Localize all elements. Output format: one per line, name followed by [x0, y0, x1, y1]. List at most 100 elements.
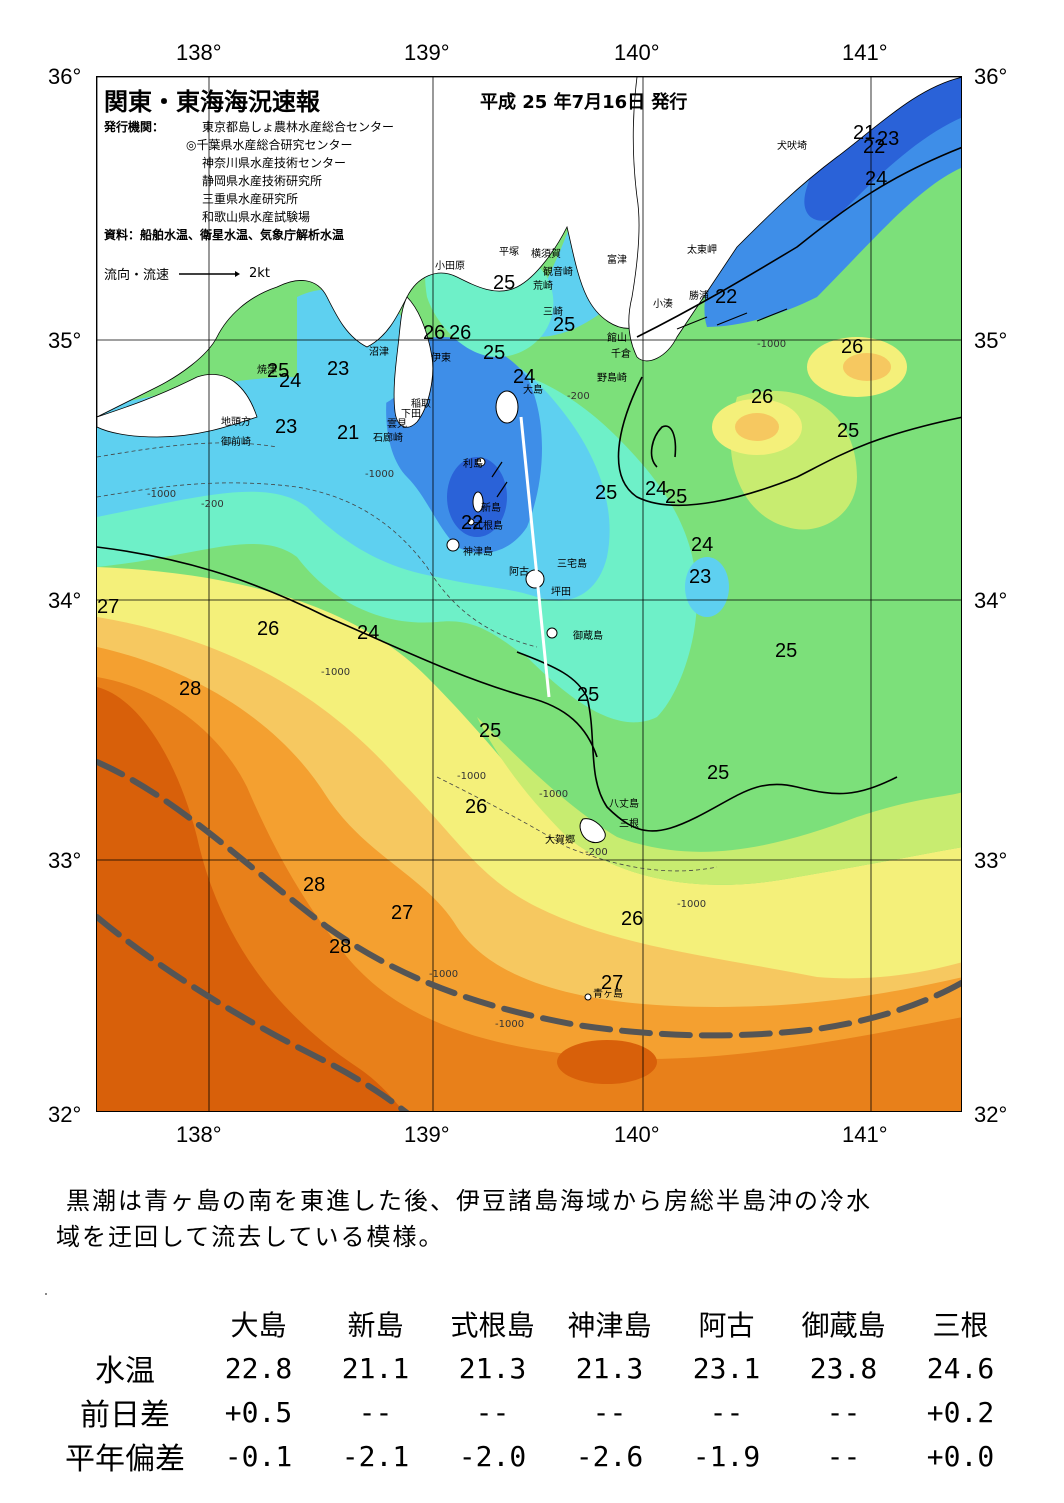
publisher-item: 和歌山県水産試験場 [202, 210, 311, 224]
station-niijima: 新島 [347, 1309, 404, 1342]
isotherm-label: 24 [357, 622, 379, 644]
table-cell: -1.9 [692, 1439, 761, 1473]
lon-label-140-top: 140° [614, 40, 660, 65]
table-cell: -- [475, 1395, 510, 1429]
island-aogashima [584, 993, 592, 1001]
cool-eddy-23-east [685, 557, 729, 617]
comment-line-2: 域を迂回して流去している模様。 [56, 1223, 445, 1251]
isotherm-label: 23 [275, 416, 297, 438]
isotherm-label: 27 [601, 972, 623, 994]
table-row: 平年偏差 -0.1 -2.1 -2.0 -2.6 -1.9 -- +0.0 [50, 1434, 1019, 1478]
kuroshio-axis [97, 759, 961, 1111]
station-oshima: 大島 [230, 1309, 287, 1342]
warm-spot-26-east-core [843, 353, 891, 381]
place-name: 小湊 [653, 297, 673, 310]
station-mikurajima: 御蔵島 [801, 1309, 886, 1342]
isotherm-label: 28 [303, 874, 325, 896]
lat-label-35-right: 35° [974, 328, 1008, 353]
place-name: 三崎 [543, 305, 563, 318]
place-names: 犬吠埼 太東岬 勝浦 小湊 富津 館山 千倉 野島崎 観音崎 横須賀 荒崎 三崎… [221, 139, 807, 1000]
flow-arrows [491, 308, 788, 498]
isotherm-label: 24 [279, 370, 301, 392]
bulletin-title: 関東・東海海況速報 [104, 88, 320, 116]
isotherm-label: 28 [179, 678, 201, 700]
isotherm-label: 26 [751, 386, 773, 408]
isotherm-contours [97, 146, 961, 832]
row-label-daily-diff: 前日差 [80, 1398, 170, 1433]
publisher-block: 発行機関： 東京都島しょ農林水産総合センター ◎千葉県水産総合研究センター 神奈川… [104, 118, 394, 244]
table-cell: -2.0 [458, 1439, 527, 1473]
flow-legend: 流向・流速 2kt [104, 264, 270, 283]
data-source: 資料：船舶水温、衛星水温、気象庁解析水温 [104, 228, 345, 242]
table-cell: 24.6 [926, 1351, 995, 1385]
sea-temperature-map-svg: 25 25 25 26 26 24 25 24 23 23 21 22 25 2… [97, 77, 961, 1111]
place-name: 荒崎 [533, 279, 553, 292]
isotherm-label: 25 [595, 482, 617, 504]
table-row: 前日差 +0.5 -- -- -- -- -- +0.2 [50, 1390, 1019, 1434]
sea-temperature-map: 25 25 25 26 26 24 25 24 23 23 21 22 25 2… [96, 76, 962, 1112]
isotherm-label: 25 [577, 684, 599, 706]
isotherm-label: 26 [449, 322, 471, 344]
conditions-comment: 黒潮は青ヶ島の南を東進した後、伊豆諸島海域から房総半島沖の冷水 域を迂回して流去… [56, 1183, 1016, 1255]
depth-label: -1000 [495, 1019, 524, 1030]
place-name: 野島崎 [597, 371, 627, 384]
lon-label-139-top: 139° [404, 40, 450, 65]
lon-label-141-top: 141° [842, 40, 888, 65]
row-label-water-temp: 水温 [95, 1354, 155, 1389]
isotherm-label: 26 [621, 908, 643, 930]
isotherm-labels: 25 25 25 26 26 24 25 24 23 23 21 22 25 2… [97, 122, 899, 994]
place-name: 阿古 [509, 565, 529, 578]
place-name: 坪田 [551, 585, 571, 598]
lon-label-141-bottom: 141° [842, 1122, 888, 1147]
place-name: 焼津 [257, 364, 277, 376]
lon-label-138-top: 138° [176, 40, 222, 65]
comment-line-1: 黒潮は青ヶ島の南を東進した後、伊豆諸島海域から房総半島沖の冷水 [66, 1187, 872, 1215]
lat-label-36-right: 36° [974, 64, 1008, 89]
lat-label-36-left: 36° [48, 64, 82, 89]
isotherm-label: 25 [267, 360, 289, 382]
lon-label-138-bottom: 138° [176, 1122, 222, 1147]
place-name: 神津島 [463, 545, 493, 558]
isotherm-label: 26 [841, 336, 863, 358]
place-name: 横須賀 [531, 247, 561, 260]
depth-label: -200 [567, 391, 590, 402]
lat-label-32-left: 32° [48, 1102, 82, 1127]
place-name: 雲見 [387, 418, 407, 430]
depth-label: -1000 [147, 489, 176, 500]
place-name: 三宅島 [557, 557, 587, 570]
place-name: 犬吠埼 [777, 139, 807, 152]
depth-labels: -200 -1000 -200 -1000 -1000 -1000 -1000 … [147, 339, 786, 1030]
flow-legend-arrow-icon [179, 270, 241, 277]
table-cell: +0.2 [926, 1395, 995, 1429]
depth-label: -200 [201, 499, 224, 510]
issue-date: 平成 25 年7月16日 発行 [480, 92, 688, 113]
flow-legend-scale: 2kt [249, 266, 270, 281]
table-cell: 21.1 [341, 1351, 410, 1385]
page-mark [45, 1293, 47, 1295]
place-name: 大島 [523, 383, 543, 396]
place-name: 大賀郷 [545, 833, 575, 846]
publisher-item: 神奈川県水産技術センター [202, 156, 347, 170]
lat-label-34-left: 34° [48, 588, 82, 613]
depth-label: -200 [585, 847, 608, 858]
isotherm-label: 25 [707, 762, 729, 784]
table-row: 水温 22.8 21.1 21.3 21.3 23.1 23.8 24.6 [50, 1346, 1019, 1390]
isotherm-label: 27 [97, 596, 119, 618]
lon-label-139-bottom: 139° [404, 1122, 450, 1147]
isotherm-label: 26 [465, 796, 487, 818]
table-cell: -0.1 [224, 1439, 293, 1473]
table-cell: -- [826, 1439, 861, 1473]
row-label-normal-anomaly: 平年偏差 [65, 1442, 185, 1477]
table-cell: 22.8 [224, 1351, 293, 1385]
land-boso-peninsula [628, 77, 961, 362]
warm-eddy-south [557, 1040, 657, 1084]
table-cell: 23.8 [809, 1351, 878, 1385]
isotherm-label: 25 [553, 314, 575, 336]
isotherm-label: 25 [665, 486, 687, 508]
publisher-label: 発行機関： [104, 120, 165, 134]
isotherm-label: 24 [865, 168, 887, 190]
table-cell: 21.3 [575, 1351, 644, 1385]
place-name: 勝浦 [689, 289, 709, 302]
island-niijima [472, 491, 484, 513]
lon-label-140-bottom: 140° [614, 1122, 660, 1147]
